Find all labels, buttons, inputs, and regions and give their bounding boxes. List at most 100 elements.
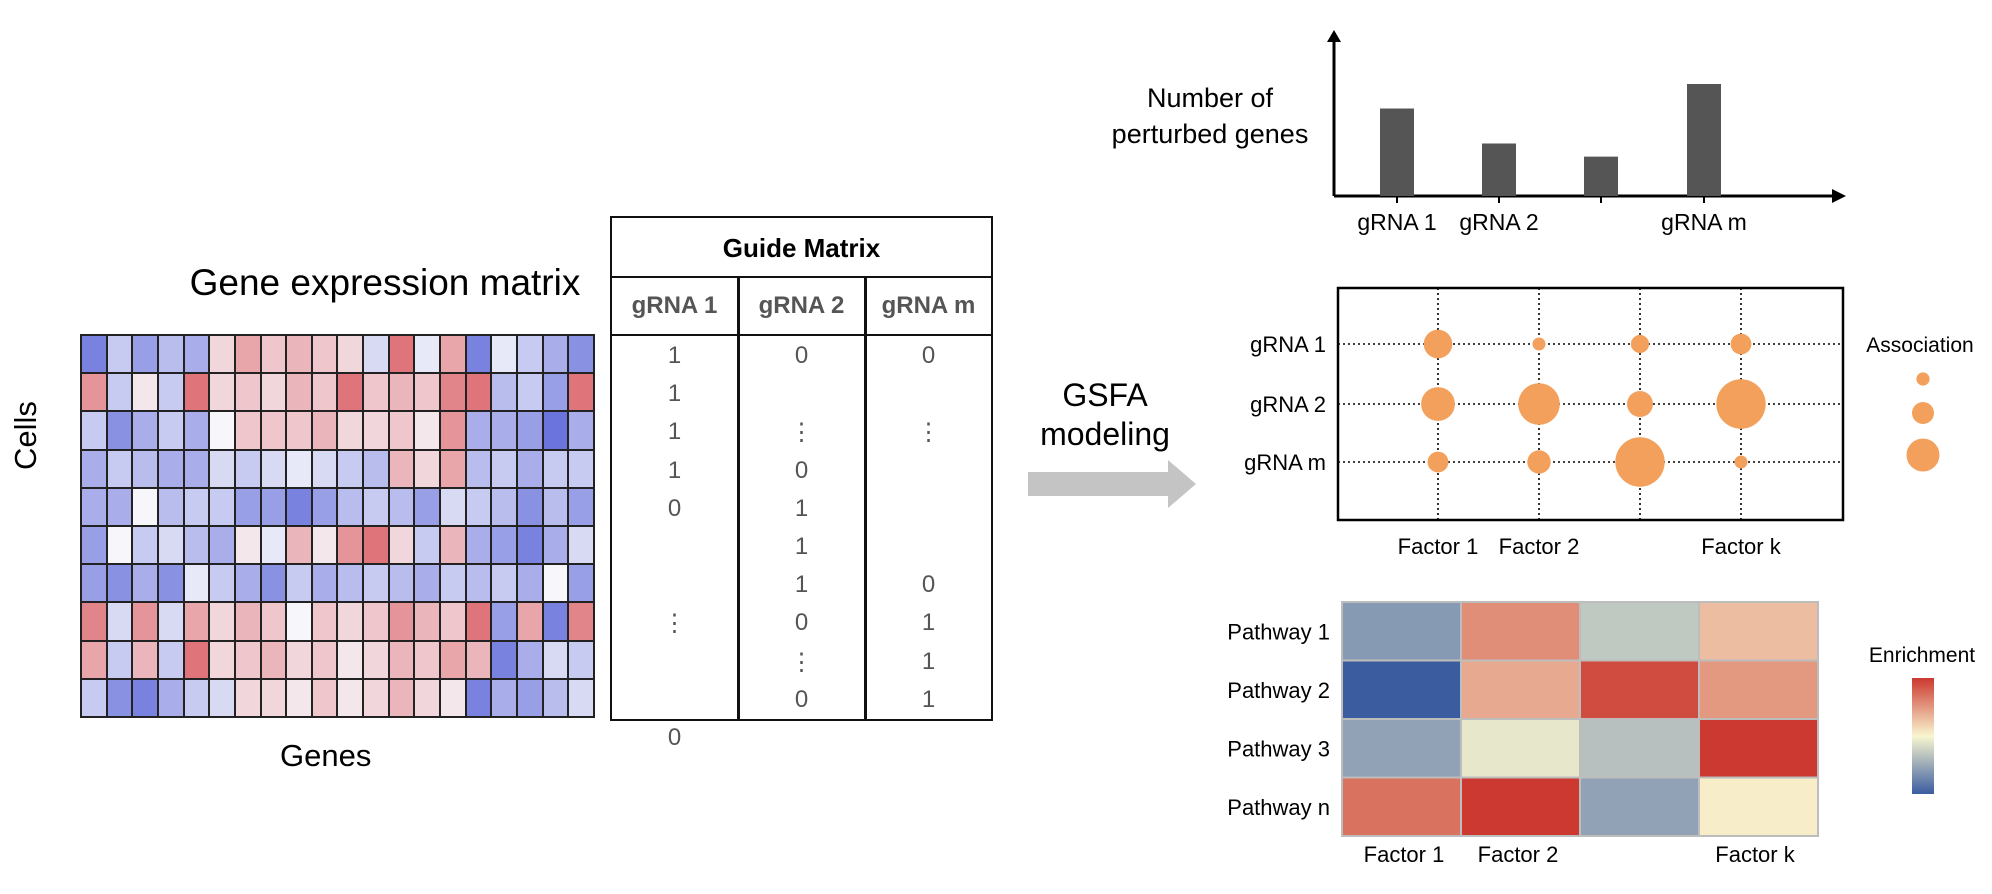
expression-cell xyxy=(234,640,261,679)
bar-x-label: gRNA m xyxy=(1661,209,1747,235)
guide-cell: 0 xyxy=(921,342,936,369)
expression-cell xyxy=(157,564,184,603)
guide-cell: 1 xyxy=(794,494,809,522)
expression-cell xyxy=(286,411,312,450)
expression-cell xyxy=(132,487,158,526)
guide-cell: 0 xyxy=(667,494,682,522)
expression-cell xyxy=(491,449,518,488)
guide-cell: 1 xyxy=(794,571,809,599)
association-dot xyxy=(1730,333,1752,355)
expression-cell xyxy=(183,602,210,641)
expression-cell xyxy=(81,564,107,603)
expression-cell xyxy=(337,487,364,526)
expression-cell xyxy=(183,564,210,603)
expression-cell xyxy=(517,526,543,565)
expression-cell xyxy=(81,449,107,488)
expression-cell xyxy=(440,373,466,412)
gsfa-label-line1: GSFA xyxy=(1062,377,1148,413)
expression-cell xyxy=(106,526,133,565)
guide-cell: 0 xyxy=(667,724,682,751)
expression-cell xyxy=(517,602,543,641)
bar xyxy=(1482,143,1516,196)
expression-cell xyxy=(286,678,312,717)
expression-cell xyxy=(568,602,594,641)
guide-cell: ⋮ xyxy=(662,610,687,638)
guide-cell: ⋮ xyxy=(789,419,814,447)
enrichment-cell xyxy=(1460,776,1581,837)
expression-cell xyxy=(491,564,518,603)
association-dot xyxy=(1421,387,1455,421)
right-arrow-icon xyxy=(1028,460,1196,508)
enrichment-cell xyxy=(1698,718,1819,779)
bar xyxy=(1380,108,1414,196)
enrichment-cell xyxy=(1579,776,1700,837)
expression-cell xyxy=(440,449,466,488)
guide-matrix-table: Guide Matrix gRNA 1 gRNA 2 gRNA m 1 1 1 1 0 ⋮… xyxy=(610,216,993,751)
expression-cell xyxy=(286,526,312,565)
guide-cell: 1 xyxy=(921,647,936,675)
expression-cell xyxy=(491,335,518,374)
expression-cell xyxy=(286,564,312,603)
expression-cell xyxy=(465,602,492,641)
expression-cell xyxy=(81,487,107,526)
enrichment-color-bar xyxy=(1912,678,1934,794)
expression-cell xyxy=(440,411,466,450)
association-dot xyxy=(1630,334,1650,354)
dot-col-label: Factor 1 xyxy=(1398,534,1479,559)
expression-cell xyxy=(286,373,312,412)
expression-cell xyxy=(106,487,133,526)
expression-cell xyxy=(209,411,235,450)
association-legend-dot xyxy=(1912,402,1934,424)
enrichment-cell xyxy=(1460,601,1581,662)
expression-cell xyxy=(260,335,287,374)
enrichment-cell xyxy=(1698,776,1819,837)
guide-cell: 0 xyxy=(794,342,809,369)
expression-cell xyxy=(568,449,594,488)
expression-cell xyxy=(363,487,389,526)
x-axis-arrowhead xyxy=(1832,189,1846,203)
expression-cell xyxy=(106,564,133,603)
enrichment-cell xyxy=(1341,659,1462,720)
expression-cell xyxy=(542,602,569,641)
association-dot xyxy=(1734,455,1748,469)
bar xyxy=(1584,156,1618,196)
pathway-col-label: Factor 2 xyxy=(1478,842,1559,867)
guide-matrix-title: Guide Matrix xyxy=(612,218,991,278)
expression-cell xyxy=(414,602,441,641)
expression-cell xyxy=(363,602,389,641)
expression-cell xyxy=(106,335,133,374)
expression-cell xyxy=(209,564,235,603)
gsfa-modeling-label: GSFA modeling xyxy=(1020,376,1190,454)
expression-cell xyxy=(106,640,133,679)
bar-ylabel-line2: perturbed genes xyxy=(1111,119,1309,149)
expression-cell xyxy=(517,373,543,412)
guide-cell: 0 xyxy=(921,571,936,599)
expression-cell xyxy=(568,335,594,374)
dot-col-label: Factor 2 xyxy=(1499,534,1580,559)
expression-cell xyxy=(234,678,261,717)
expression-cell xyxy=(132,526,158,565)
expression-cell xyxy=(311,526,338,565)
expression-cell xyxy=(106,411,133,450)
expression-cell xyxy=(106,449,133,488)
guide-header-grna-1: gRNA 1 xyxy=(631,292,718,319)
expression-cell xyxy=(209,335,235,374)
expression-cell xyxy=(517,411,543,450)
expression-cell xyxy=(388,602,415,641)
guide-cell: ⋮ xyxy=(916,419,941,447)
expression-cell xyxy=(517,640,543,679)
association-dot xyxy=(1427,451,1449,473)
pathway-col-label: Factor 1 xyxy=(1364,842,1445,867)
expression-cell xyxy=(542,640,569,679)
expression-cell xyxy=(465,487,492,526)
expression-cell xyxy=(388,564,415,603)
expression-cell xyxy=(568,411,594,450)
guide-cell: 0 xyxy=(794,456,809,484)
expression-cell xyxy=(260,487,287,526)
expression-cell xyxy=(157,449,184,488)
pathway-row-label: Pathway 1 xyxy=(1227,619,1330,644)
expression-cell xyxy=(337,335,364,374)
expression-cell xyxy=(286,487,312,526)
expression-cell xyxy=(260,411,287,450)
guide-cell: 1 xyxy=(667,380,682,408)
